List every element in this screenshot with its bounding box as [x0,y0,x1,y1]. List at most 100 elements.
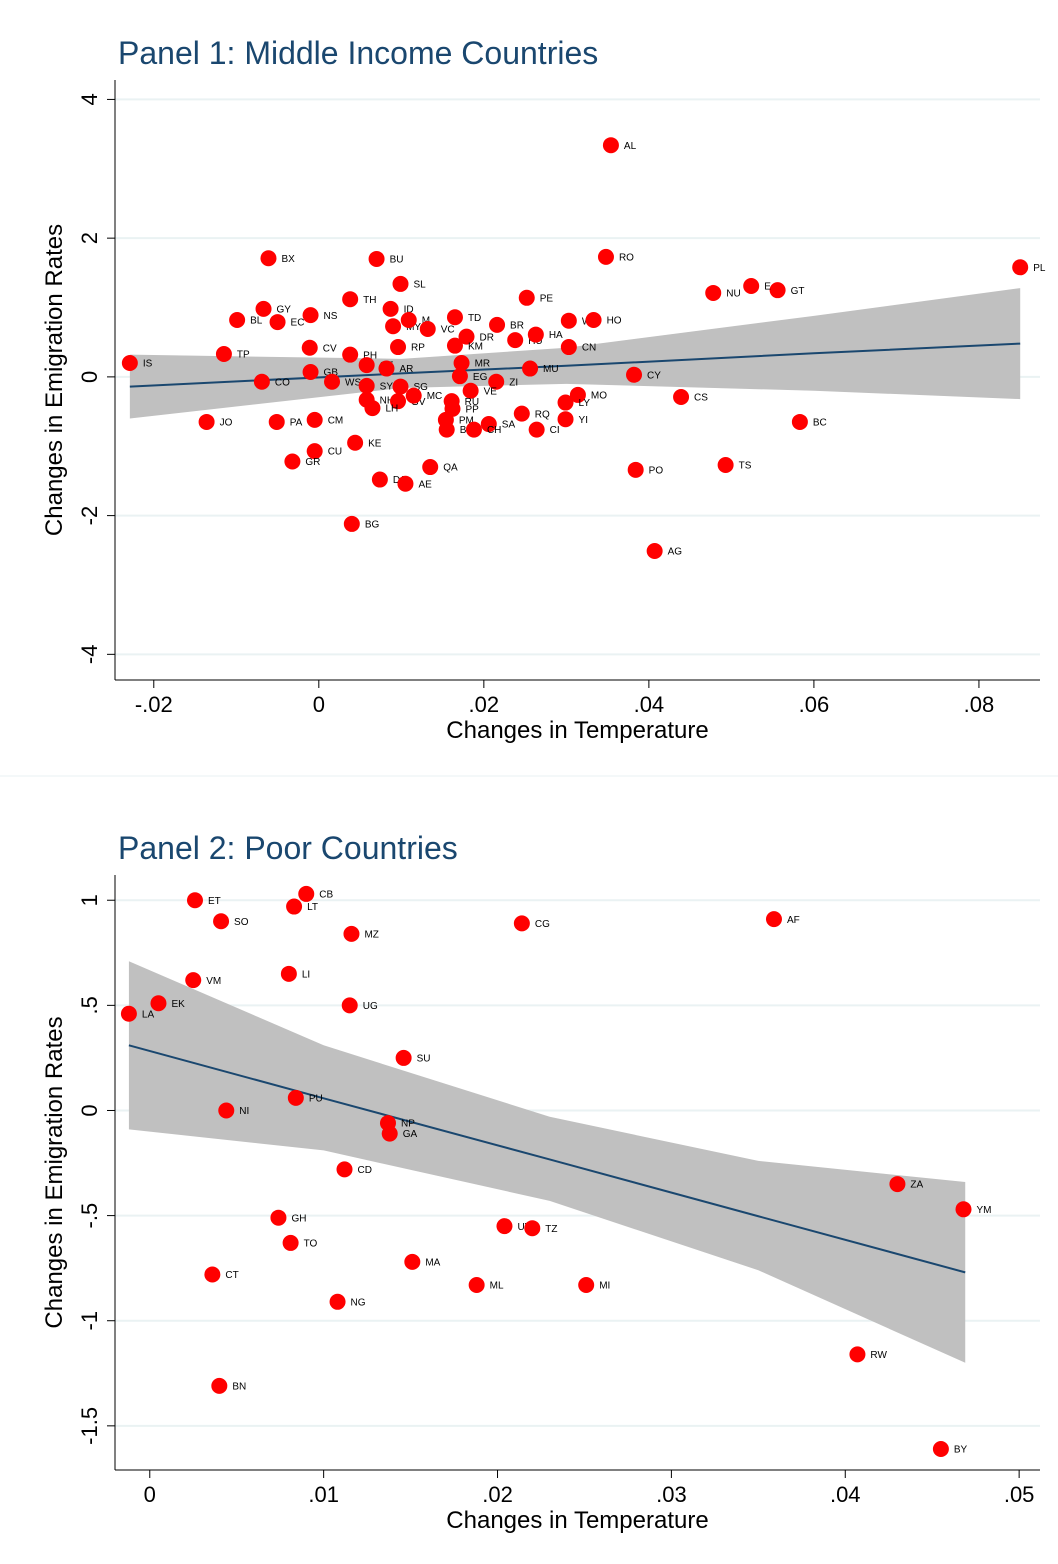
point-label: SY [380,382,394,393]
confidence-band [128,961,966,1363]
point [306,411,323,428]
point-label: TH [363,295,376,306]
point-label: RO [619,253,634,264]
point [341,997,358,1014]
point-label: CO [275,377,290,388]
point-label: GA [403,1129,418,1140]
point [211,1377,228,1394]
y-tick-label: 2 [77,232,102,244]
point-label: ZI [509,377,518,388]
point-label: PL [1033,263,1046,274]
y-tick-label: 4 [77,93,102,105]
point [557,411,574,428]
x-tick-label: 0 [144,1482,156,1507]
point [932,1440,949,1457]
point [717,456,734,473]
point-label: BR [510,320,524,331]
point-label: MI [599,1281,610,1292]
point-label: CS [694,393,708,404]
point [329,1293,346,1310]
point-label: PU [309,1094,323,1105]
point-label: BN [232,1382,246,1393]
point-label: BX [281,254,295,265]
point [646,542,663,559]
x-tick-label: .02 [469,692,500,717]
point [392,275,409,292]
point [602,137,619,154]
point [849,1346,866,1363]
point-label: RU [465,397,479,408]
point-label: CY [647,370,661,381]
point [286,898,303,915]
point [578,1276,595,1293]
x-tick-label: .01 [308,1482,339,1507]
point-label: RW [870,1350,887,1361]
point [597,248,614,265]
point [229,312,246,328]
point [198,413,215,430]
point-label: NS [324,311,338,322]
x-tick-label: .03 [656,1482,687,1507]
point [518,289,535,306]
point-label: CD [358,1165,372,1176]
x-tick-label: .06 [799,692,830,717]
point-label: LT [307,902,318,913]
point [1012,259,1029,276]
point-label: SU [417,1054,431,1065]
point-label: BG [365,520,380,531]
point-label: SO [234,917,249,928]
x-tick-label: .02 [482,1482,513,1507]
point-label: RP [411,343,425,354]
point [560,312,577,329]
point [343,515,360,532]
fit-line [128,1044,966,1274]
point [150,995,167,1012]
point-label: TO [304,1239,318,1250]
point [280,965,297,982]
point [218,1102,235,1119]
x-axis-title: Changes in Temperature [446,1507,708,1534]
point [324,373,341,390]
point [204,1266,221,1283]
point-label: VE [484,386,498,397]
point-label: PM [459,416,474,427]
point [385,318,402,335]
point-label: NG [351,1297,366,1308]
x-tick-label: .04 [830,1482,861,1507]
point [302,307,319,324]
point [405,387,422,404]
point-label: CN [582,343,596,354]
point [185,972,202,989]
point [446,337,463,354]
point-label: CI [550,425,560,436]
point [358,377,375,394]
point-label: GT [791,286,805,297]
point [765,911,782,928]
point [465,421,482,438]
point [528,421,545,438]
point-label: CT [225,1270,238,1281]
y-tick-label: -4 [77,645,102,665]
point [260,250,277,267]
point [284,453,301,470]
point [378,360,395,377]
point-label: AR [399,364,413,375]
point [489,316,506,333]
point-label: AL [624,141,637,152]
point-label: EC [291,318,305,329]
point-label: CH [487,425,501,436]
x-tick-label: .05 [1004,1482,1035,1507]
point-label: CM [328,416,344,427]
point-label: GR [305,457,320,468]
point-label: VM [206,976,221,987]
point [527,326,544,343]
point-label: MZ [364,930,378,941]
point [419,321,436,338]
point [270,1209,287,1226]
point [120,1005,137,1022]
point [480,416,497,433]
point [513,405,530,422]
point-label: BL [250,316,263,327]
point-label: CG [535,919,550,930]
x-tick-label: 0 [313,692,325,717]
